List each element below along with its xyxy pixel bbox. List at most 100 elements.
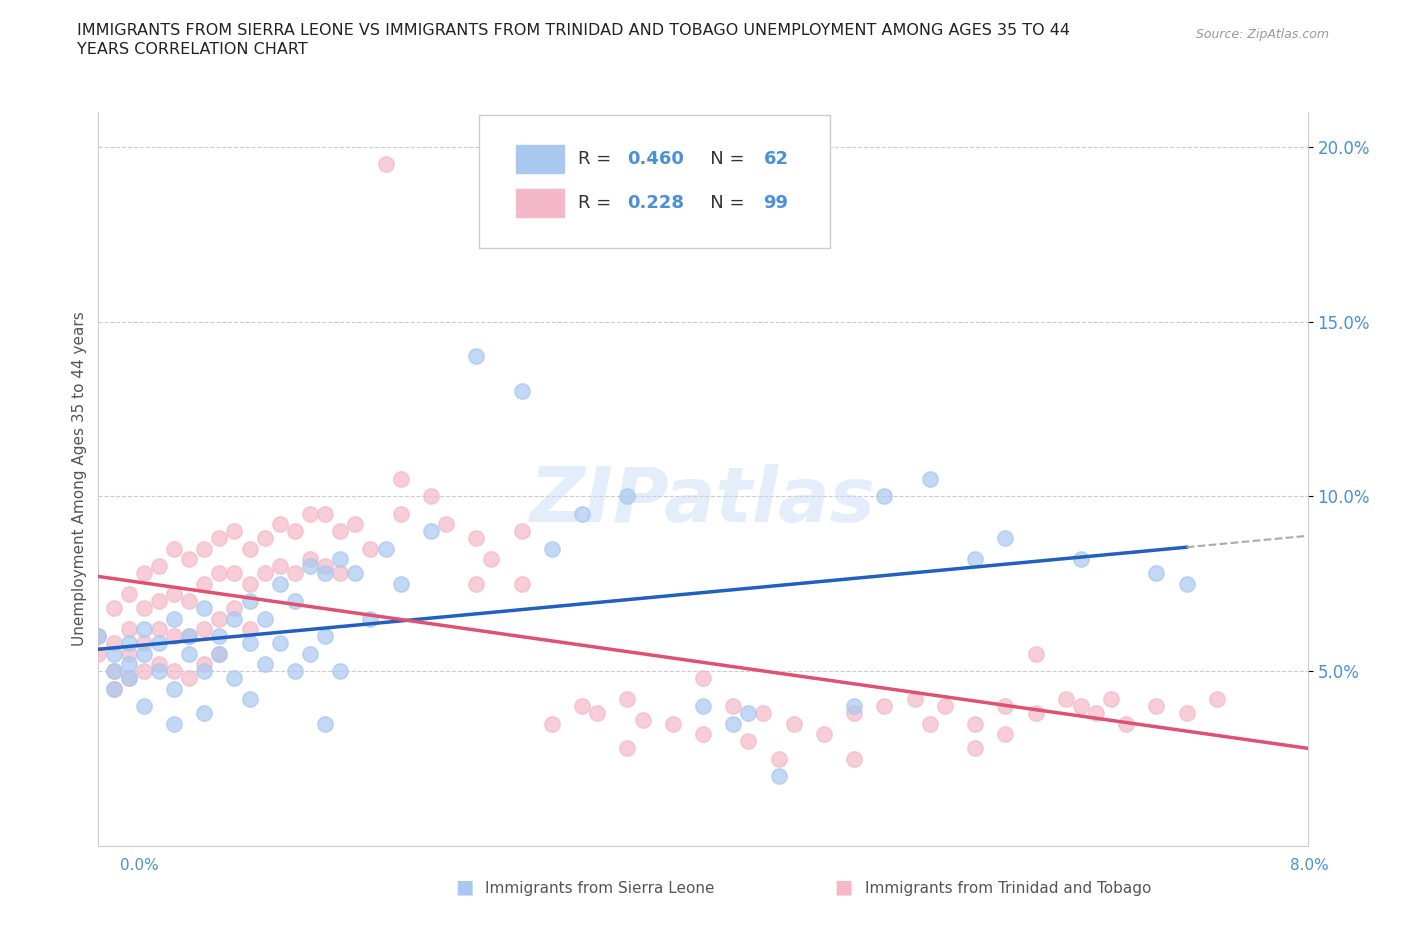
Point xyxy=(314,559,336,574)
Point xyxy=(148,636,170,651)
Point xyxy=(224,524,246,538)
Point xyxy=(737,706,759,721)
Point xyxy=(239,692,262,707)
Point xyxy=(269,517,291,532)
Text: R =: R = xyxy=(578,194,617,212)
Point xyxy=(752,706,775,721)
Point xyxy=(329,566,352,581)
Point xyxy=(132,646,155,661)
Text: Immigrants from Trinidad and Tobago: Immigrants from Trinidad and Tobago xyxy=(865,881,1152,896)
Point xyxy=(994,727,1017,742)
Point xyxy=(239,541,262,556)
Point xyxy=(1206,692,1229,707)
Point xyxy=(540,541,562,556)
Point xyxy=(148,664,170,679)
FancyBboxPatch shape xyxy=(479,115,830,247)
Point xyxy=(148,559,170,574)
Point xyxy=(193,577,215,591)
Point xyxy=(193,601,215,616)
Point xyxy=(783,716,806,731)
Point xyxy=(284,524,307,538)
Point xyxy=(179,671,201,685)
Point xyxy=(540,716,562,731)
Point xyxy=(873,699,896,714)
Point xyxy=(118,646,141,661)
Point xyxy=(193,622,215,637)
Point xyxy=(148,657,170,671)
Point xyxy=(118,622,141,637)
Point xyxy=(87,646,110,661)
Point xyxy=(299,646,322,661)
Point xyxy=(844,751,866,766)
Point xyxy=(360,611,382,626)
Point xyxy=(269,636,291,651)
Y-axis label: Unemployment Among Ages 35 to 44 years: Unemployment Among Ages 35 to 44 years xyxy=(72,312,87,646)
Point xyxy=(239,636,262,651)
Point xyxy=(918,716,941,731)
Point xyxy=(737,734,759,749)
Point xyxy=(87,629,110,644)
Point xyxy=(481,552,503,567)
Point xyxy=(616,741,638,756)
Point xyxy=(934,699,956,714)
Text: N =: N = xyxy=(693,194,751,212)
Point xyxy=(163,664,186,679)
Point xyxy=(284,566,307,581)
Text: YEARS CORRELATION CHART: YEARS CORRELATION CHART xyxy=(77,42,308,57)
Point xyxy=(253,531,276,546)
Point xyxy=(465,531,488,546)
Point xyxy=(284,664,307,679)
Text: 99: 99 xyxy=(763,194,789,212)
Point xyxy=(193,657,215,671)
Point xyxy=(193,706,215,721)
Point xyxy=(873,489,896,504)
Point xyxy=(224,611,246,626)
Point xyxy=(1085,706,1108,721)
Point xyxy=(844,699,866,714)
Point xyxy=(314,566,336,581)
Point xyxy=(994,531,1017,546)
Text: 0.0%: 0.0% xyxy=(120,857,159,872)
Point xyxy=(813,727,835,742)
Point xyxy=(389,507,412,522)
Text: 62: 62 xyxy=(763,151,789,168)
Point xyxy=(1054,692,1077,707)
Point xyxy=(132,699,155,714)
Point xyxy=(374,541,396,556)
Point xyxy=(208,611,231,626)
Point xyxy=(329,664,352,679)
Point xyxy=(132,622,155,637)
Point xyxy=(239,622,262,637)
Point xyxy=(163,587,186,602)
Point xyxy=(616,489,638,504)
Text: Source: ZipAtlas.com: Source: ZipAtlas.com xyxy=(1195,28,1329,41)
Point xyxy=(87,629,110,644)
Point xyxy=(1146,566,1168,581)
Point xyxy=(389,577,412,591)
Point xyxy=(253,566,276,581)
Point xyxy=(148,594,170,609)
Point xyxy=(132,664,155,679)
Text: ■: ■ xyxy=(454,878,474,897)
Point xyxy=(420,524,443,538)
Point xyxy=(360,541,382,556)
Point xyxy=(465,577,488,591)
Point xyxy=(1070,699,1092,714)
Point xyxy=(918,472,941,486)
Point xyxy=(179,629,201,644)
Text: 8.0%: 8.0% xyxy=(1289,857,1329,872)
Point xyxy=(193,541,215,556)
Point xyxy=(510,384,533,399)
Point xyxy=(148,622,170,637)
Point xyxy=(965,552,987,567)
Point xyxy=(118,587,141,602)
Point xyxy=(965,716,987,731)
Point xyxy=(1115,716,1137,731)
Text: ■: ■ xyxy=(834,878,853,897)
Point xyxy=(103,682,125,697)
Point xyxy=(1099,692,1122,707)
Point xyxy=(1025,646,1047,661)
Point xyxy=(329,524,352,538)
Point xyxy=(118,657,141,671)
Text: 0.460: 0.460 xyxy=(627,151,683,168)
